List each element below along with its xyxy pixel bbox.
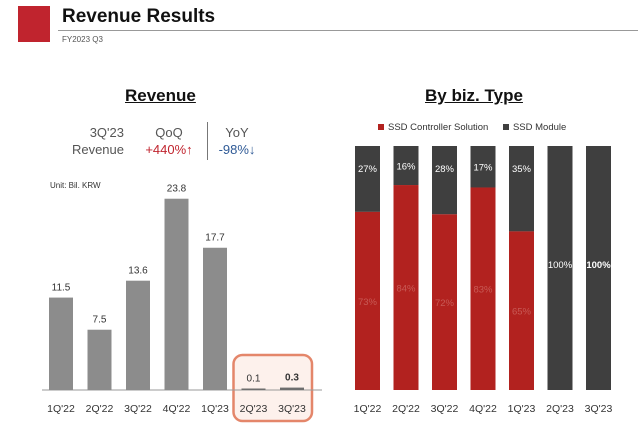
yoy-value: -98%↓ [218,142,256,157]
module-share-label: 100% [586,260,611,271]
legend-swatch-module [502,124,509,131]
biz-type-category-label: 1Q'23 [508,403,536,415]
controller-segment [432,214,457,390]
revenue-bar [164,198,189,390]
revenue-bar [203,247,227,390]
revenue-category-label: 2Q'22 [86,403,114,415]
module-share-label: 17% [473,163,493,174]
qoq-value: +440%↑ [145,142,193,157]
controller-share-label: 84% [396,284,416,295]
controller-segment [470,187,496,390]
legend-item-module: SSD Module [502,122,567,133]
legend-swatch-controller [378,124,384,131]
revenue-bar [126,280,150,390]
summary-divider [207,122,208,160]
biz-type-category-label: 3Q'22 [431,403,459,415]
revenue-bar [280,387,304,390]
module-share-label: 28% [435,164,455,175]
revenue-value-label: 17.7 [205,233,225,244]
module-segment [509,146,534,232]
revenue-value-label: 7.5 [93,315,107,326]
revenue-bar [87,329,112,390]
controller-share-label: 83% [473,285,493,296]
highlight-box [232,353,314,423]
unit-label: Unit: Bil. KRW [50,181,101,190]
header-divider [58,30,638,31]
qoq-summary: QoQ +440%↑ [134,124,204,158]
revenue-summary-label: 3Q'23 Revenue [58,124,124,158]
controller-share-label: 72% [435,298,455,309]
controller-share-label: 65% [512,307,532,318]
biz-type-chart-title: By biz. Type [425,86,523,105]
yoy-summary: YoY -98%↓ [212,124,262,158]
module-segment [393,146,419,186]
biz-type-category-label: 4Q'22 [469,403,497,415]
controller-segment [355,211,380,390]
module-share-label: 100% [548,260,573,271]
biz-type-category-label: 1Q'22 [354,403,382,415]
revenue-value-label: 0.1 [247,374,261,385]
legend-label-module: SSD Module [512,122,567,133]
biz-type-legend: SSD Controller Solution SSD Module [378,122,578,133]
revenue-bar [241,388,266,390]
controller-share-label: 73% [358,297,378,308]
revenue-category-label: 2Q'23 [240,403,268,415]
revenue-bar [49,297,73,390]
summary-revenue-word: Revenue [71,142,124,157]
module-share-label: 16% [396,162,416,173]
module-share-label: 35% [512,164,532,175]
revenue-category-label: 4Q'22 [163,403,191,415]
biz-type-category-label: 3Q'23 [585,403,613,415]
qoq-label: QoQ [155,125,183,140]
legend-item-controller: SSD Controller Solution [378,122,488,133]
controller-segment [509,231,534,390]
biz-type-category-label: 2Q'23 [546,403,574,415]
controller-segment [393,185,419,390]
yoy-label: YoY [225,125,249,140]
header-accent-block [18,6,50,42]
module-share-label: 27% [358,164,378,175]
module-segment [355,146,380,212]
revenue-category-label: 1Q'23 [201,403,229,415]
revenue-value-label: 13.6 [128,266,148,277]
revenue-category-label: 3Q'22 [124,403,152,415]
module-segment [547,146,573,390]
page-title: Revenue Results [62,6,216,27]
module-segment [470,146,496,188]
legend-label-controller: SSD Controller Solution [388,122,489,133]
summary-quarter: 3Q'23 [89,125,124,140]
page-subtitle: FY2023 Q3 [62,35,103,44]
module-segment [432,146,457,215]
module-segment [586,146,611,390]
revenue-value-label: 23.8 [167,184,187,195]
revenue-value-label: 11.5 [52,283,71,294]
revenue-chart-title: Revenue [125,86,196,105]
revenue-value-label: 0.3 [285,373,299,384]
revenue-category-label: 3Q'23 [278,403,306,415]
biz-type-category-label: 2Q'22 [392,403,420,415]
revenue-category-label: 1Q'22 [47,403,75,415]
